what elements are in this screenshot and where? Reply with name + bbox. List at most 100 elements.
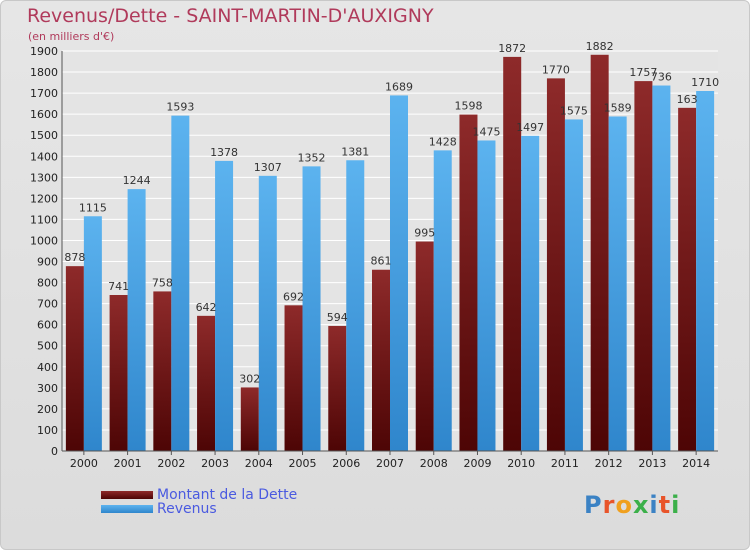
chart-subtitle: (en milliers d'€) xyxy=(28,30,115,43)
y-tick-label: 300 xyxy=(37,382,58,395)
data-label-debt: 995 xyxy=(414,227,435,240)
bar-debt xyxy=(459,114,478,451)
data-label-revenue: 1689 xyxy=(385,80,413,93)
data-label-debt: 1882 xyxy=(586,40,614,53)
bar-revenue xyxy=(215,160,234,452)
bar-debt xyxy=(503,56,522,451)
legend-label-debt: Montant de la Dette xyxy=(157,487,298,503)
x-tick-label: 2007 xyxy=(376,457,404,470)
bar-revenue xyxy=(127,189,146,451)
y-tick-label: 200 xyxy=(37,403,58,416)
y-tick-label: 1800 xyxy=(30,66,58,79)
data-label-debt: 1770 xyxy=(542,63,570,76)
bar-debt xyxy=(109,295,128,451)
x-tick-label: 2011 xyxy=(551,457,579,470)
y-tick-label: 1200 xyxy=(30,192,58,205)
y-tick-label: 1100 xyxy=(30,213,58,226)
bar-debt xyxy=(546,78,565,452)
bar-debt xyxy=(284,305,303,451)
bar-revenue xyxy=(302,166,321,452)
data-label-debt: 163 xyxy=(677,93,698,106)
data-labels: 878 1115 741 1244 758 1593 642 1378 302 1307 692 13… xyxy=(64,40,719,386)
bar-debt xyxy=(153,291,172,451)
data-label-debt: 861 xyxy=(371,255,392,268)
bar-revenue xyxy=(696,91,715,451)
data-label-revenue: 1115 xyxy=(79,201,107,214)
x-tick-label: 2008 xyxy=(420,457,448,470)
data-label-revenue: 1378 xyxy=(210,146,238,159)
data-label-debt: 741 xyxy=(108,280,129,293)
data-label-revenue: 1710 xyxy=(691,76,719,89)
data-label-revenue: 1589 xyxy=(604,101,632,114)
x-tick-label: 2009 xyxy=(463,457,491,470)
data-label-debt: 1757 xyxy=(629,66,657,79)
bars xyxy=(65,54,715,452)
data-label-debt: 642 xyxy=(196,301,217,314)
legend-item-revenue: Revenus xyxy=(101,501,217,517)
x-tick-label: 2013 xyxy=(638,457,666,470)
x-tick-label: 2003 xyxy=(201,457,229,470)
x-tick-label: 2002 xyxy=(157,457,185,470)
bar-debt xyxy=(328,325,347,451)
y-tick-label: 1900 xyxy=(30,45,58,58)
proxiti-logo: Proxiti xyxy=(584,491,681,519)
y-tick-label: 1400 xyxy=(30,150,58,163)
data-label-revenue: 1575 xyxy=(560,104,588,117)
data-label-debt: 1872 xyxy=(498,42,526,55)
bar-revenue xyxy=(652,85,671,452)
data-label-revenue: 1381 xyxy=(341,145,369,158)
y-tick-label: 600 xyxy=(37,319,58,332)
legend-swatch-debt xyxy=(101,491,153,499)
bar-debt xyxy=(415,241,434,451)
bar-revenue xyxy=(171,115,190,451)
bar-debt xyxy=(634,81,653,452)
bar-debt xyxy=(678,107,697,451)
y-tick-label: 800 xyxy=(37,277,58,290)
data-label-revenue: 736 xyxy=(651,71,672,84)
bar-revenue xyxy=(521,135,540,451)
data-label-debt: 758 xyxy=(152,276,173,289)
bar-debt xyxy=(197,315,216,451)
bar-revenue xyxy=(564,119,583,451)
data-label-revenue: 1475 xyxy=(472,125,500,138)
data-label-revenue: 1593 xyxy=(166,101,194,114)
y-tick-label: 1300 xyxy=(30,171,58,184)
x-tick-label: 2012 xyxy=(595,457,623,470)
data-label-revenue: 1352 xyxy=(298,151,326,164)
y-tick-label: 1700 xyxy=(30,87,58,100)
data-label-revenue: 1428 xyxy=(429,135,457,148)
data-label-debt: 1598 xyxy=(454,100,482,113)
bar-revenue xyxy=(83,216,102,451)
x-tick-label: 2006 xyxy=(332,457,360,470)
bar-revenue xyxy=(477,140,496,451)
x-tick-label: 2005 xyxy=(289,457,317,470)
data-label-debt: 302 xyxy=(239,372,260,385)
x-tick-label: 2000 xyxy=(70,457,98,470)
x-tick-label: 2010 xyxy=(507,457,535,470)
bar-debt xyxy=(590,54,609,451)
y-tick-label: 1600 xyxy=(30,108,58,121)
x-tick-label: 2004 xyxy=(245,457,273,470)
data-label-debt: 594 xyxy=(327,311,348,324)
data-label-revenue: 1244 xyxy=(123,174,151,187)
y-tick-label: 1500 xyxy=(30,129,58,142)
bar-revenue xyxy=(258,175,277,451)
y-axis: 0 100 200 300 400 500 600 700 800 900 1000 1100 1200… xyxy=(30,45,63,458)
y-tick-label: 100 xyxy=(37,424,58,437)
y-tick-label: 1000 xyxy=(30,234,58,247)
y-tick-label: 0 xyxy=(51,445,58,458)
y-tick-label: 700 xyxy=(37,298,58,311)
chart-title: Revenus/Dette - SAINT-MARTIN-D'AUXIGNY xyxy=(27,5,434,27)
bar-revenue xyxy=(608,116,627,451)
bar-revenue xyxy=(433,150,452,452)
bar-debt xyxy=(65,266,84,451)
y-tick-label: 500 xyxy=(37,340,58,353)
bar-revenue xyxy=(390,95,408,451)
data-label-debt: 878 xyxy=(64,251,85,264)
x-tick-label: 2014 xyxy=(682,457,710,470)
legend-label-revenue: Revenus xyxy=(157,501,217,517)
y-tick-label: 400 xyxy=(37,361,58,374)
legend-swatch-revenue xyxy=(101,505,153,513)
